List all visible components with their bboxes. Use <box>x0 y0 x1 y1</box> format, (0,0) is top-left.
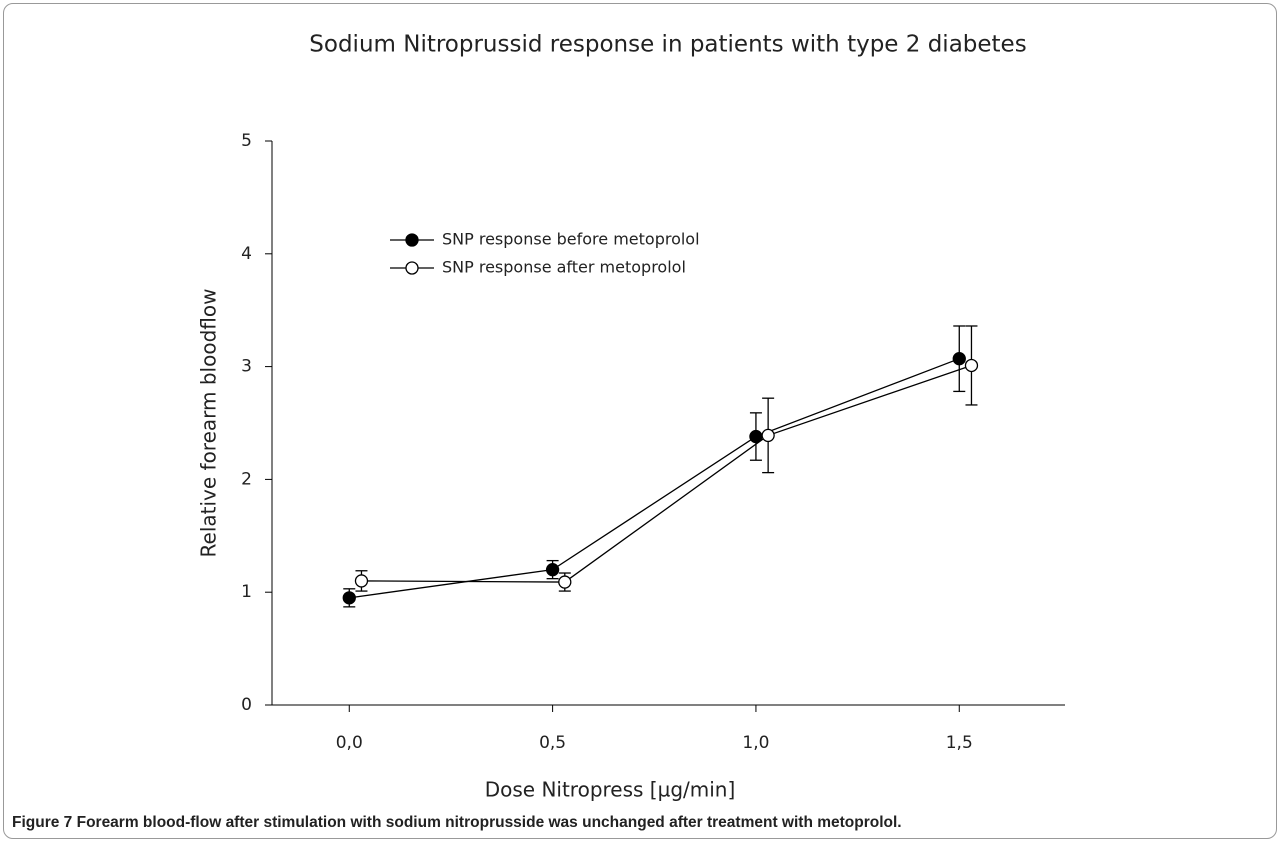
marker <box>749 429 763 444</box>
y-tick-label: 0 <box>241 695 252 715</box>
marker <box>558 575 572 589</box>
x-tick-label: 0,0 <box>336 733 363 753</box>
legend-label: SNP response after metoprolol <box>442 258 686 277</box>
legend-label: SNP response before metoprolol <box>442 230 700 249</box>
legend-marker <box>405 261 419 275</box>
y-tick-label: 3 <box>241 357 252 377</box>
figure-frame <box>3 3 1277 839</box>
y-tick-label: 4 <box>241 244 252 264</box>
caption: Figure 7 Forearm blood-flow after stimul… <box>12 814 902 831</box>
x-tick-label: 1,0 <box>742 733 769 753</box>
series-line <box>349 358 960 599</box>
marker <box>545 562 560 577</box>
x-tick-label: 0,5 <box>539 733 566 753</box>
legend-marker <box>405 233 419 247</box>
chart-title: Sodium Nitroprussid response in patients… <box>309 32 1026 58</box>
marker <box>964 358 979 373</box>
y-tick-label: 1 <box>241 582 252 602</box>
marker <box>354 574 369 588</box>
marker <box>342 591 356 605</box>
series-line <box>361 364 972 583</box>
y-tick-label: 5 <box>241 131 252 151</box>
marker <box>952 352 966 366</box>
y-tick-label: 2 <box>241 469 252 489</box>
x-axis-label: Dose Nitropress [µg/min] <box>485 778 736 802</box>
y-axis-label: Relative forearm bloodflow <box>197 289 221 558</box>
x-tick-label: 1,5 <box>946 733 973 753</box>
marker <box>761 428 775 443</box>
